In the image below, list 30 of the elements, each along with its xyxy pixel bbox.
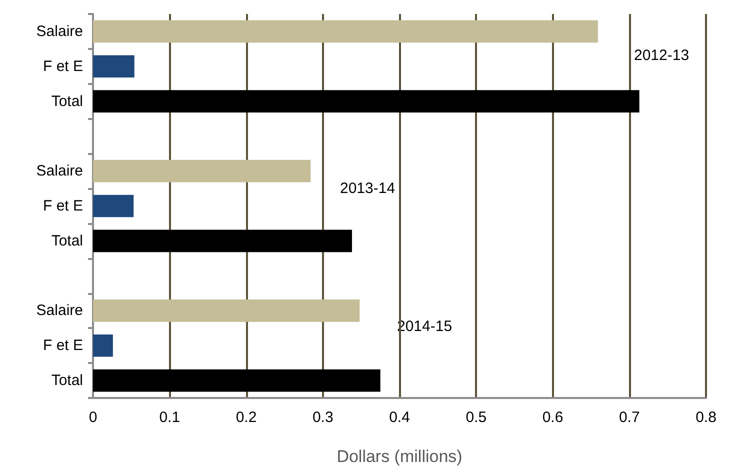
x-tick-label: 0.8 xyxy=(696,409,716,426)
y-tick-label: Salaire xyxy=(36,22,83,40)
x-tick-label: 0.2 xyxy=(236,409,257,426)
x-tick-label: 0.1 xyxy=(159,409,180,426)
bar xyxy=(93,55,134,78)
y-tick-label: Total xyxy=(51,372,83,390)
x-tick-label: 0.4 xyxy=(389,409,410,426)
annotation: 2013-14 xyxy=(340,180,396,197)
x-tick-label: 0.7 xyxy=(618,409,640,426)
bar xyxy=(93,334,113,357)
y-tick-label: Salaire xyxy=(36,302,83,320)
x-tick-label: 0.6 xyxy=(542,409,564,426)
x-tick-label: 0.3 xyxy=(312,409,334,426)
y-tick-label: F et E xyxy=(42,198,83,214)
bar xyxy=(93,20,598,43)
y-tick-label: Total xyxy=(51,92,83,110)
bar xyxy=(93,194,134,218)
bar xyxy=(93,300,360,322)
x-tick-label: 0.5 xyxy=(466,409,487,426)
annotation: 2012-13 xyxy=(634,47,690,64)
bar xyxy=(93,369,380,392)
y-tick-label: F et E xyxy=(42,58,83,75)
x-axis-title: Dollars (millions) xyxy=(336,447,462,466)
x-tick-label: 0 xyxy=(88,409,98,426)
y-tick-label: Salaire xyxy=(36,162,83,180)
y-tick-label: Total xyxy=(51,232,83,250)
bar xyxy=(93,160,311,182)
bar xyxy=(93,230,352,252)
y-tick-label: F et E xyxy=(42,337,83,354)
bar xyxy=(93,90,640,112)
